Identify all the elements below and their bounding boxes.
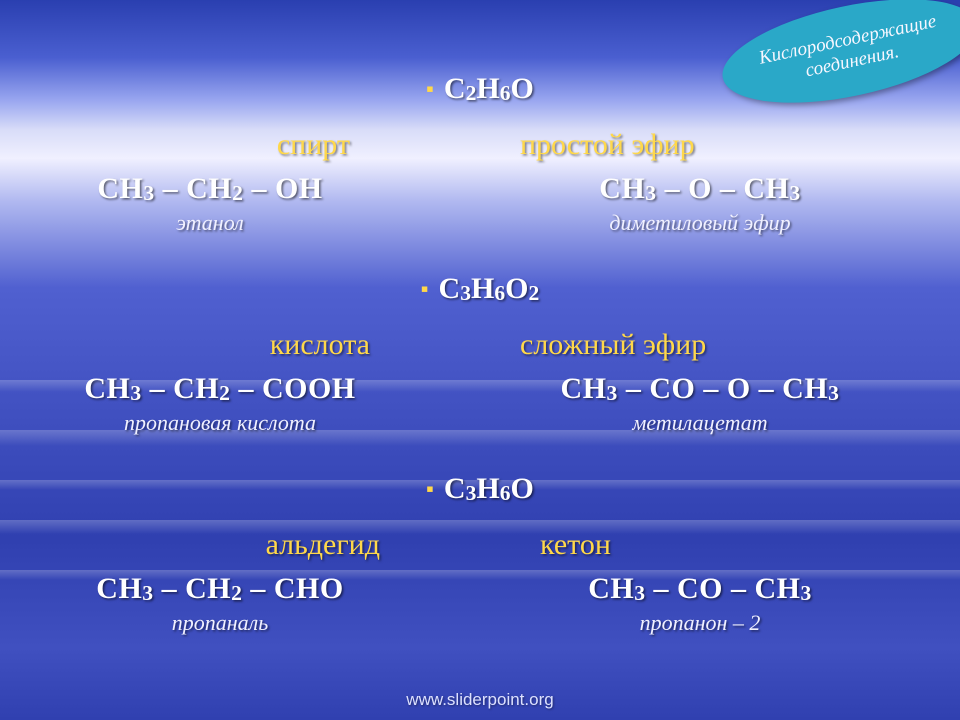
group3-left-structure: CH3 – CH2 – CHO [0,572,440,606]
slide-root: Кислородсодержащие соединения. ▪C2H6O сп… [0,0,960,720]
group1-left-class: спирт [0,128,480,162]
group1-right-class: простой эфир [480,128,960,162]
footer-url: www.sliderpoint.org [0,690,960,710]
group2-head: ▪ C3H6O2 [0,272,960,306]
group1-formula: C2H6O [444,72,534,105]
content: ▪ C2H6O спирт простой эфир CH3 – CH2 – OH… [0,0,960,720]
group1-right-structure: CH3 – O – CH3 [440,172,960,206]
group3-left-name: пропаналь [0,610,440,636]
group2-right-name: метилацетат [440,410,960,436]
group1-left-name: этанол [0,210,420,236]
group2-left-class: кислота [0,328,480,362]
group3-right-class: кетон [480,528,960,562]
group3-right-structure: CH3 – CO – CH3 [440,572,960,606]
group2-formula: C3H6O2 [439,272,540,305]
group3-head: ▪ C3H6O [0,472,960,506]
group3-left-class: альдегид [0,528,480,562]
group2-left-name: пропановая кислота [0,410,440,436]
bullet-icon: ▪ [421,276,429,301]
group1-head: ▪ C2H6O [0,72,960,106]
group3-formula: C3H6O [444,472,534,505]
group1-left-structure: CH3 – CH2 – OH [0,172,420,206]
group2-left-structure: CH3 – CH2 – COOH [0,372,440,406]
bullet-icon: ▪ [426,76,434,101]
bullet-icon: ▪ [426,476,434,501]
group2-right-class: сложный эфир [480,328,960,362]
group2-right-structure: CH3 – CO – O – CH3 [440,372,960,406]
group1-right-name: диметиловый эфир [440,210,960,236]
group3-right-name: пропанон – 2 [440,610,960,636]
